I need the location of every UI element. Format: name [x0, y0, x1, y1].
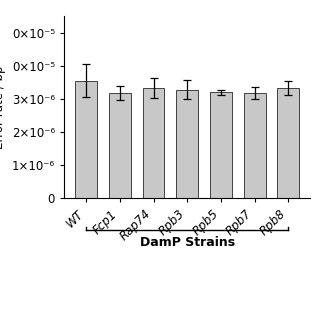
Bar	[143, 88, 164, 198]
Bar	[244, 93, 266, 198]
Bar	[109, 93, 131, 198]
Y-axis label: Error rate / bp: Error rate / bp	[0, 66, 6, 149]
Text: DamP Strains: DamP Strains	[140, 236, 235, 249]
Bar	[176, 90, 198, 198]
Bar	[210, 92, 232, 198]
Bar	[75, 81, 97, 198]
Bar	[277, 88, 299, 198]
